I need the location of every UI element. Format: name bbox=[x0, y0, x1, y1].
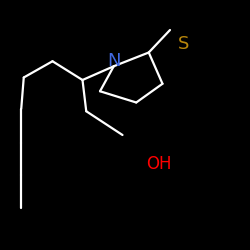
Text: S: S bbox=[178, 35, 190, 53]
Text: OH: OH bbox=[146, 155, 172, 173]
Text: N: N bbox=[107, 52, 120, 70]
